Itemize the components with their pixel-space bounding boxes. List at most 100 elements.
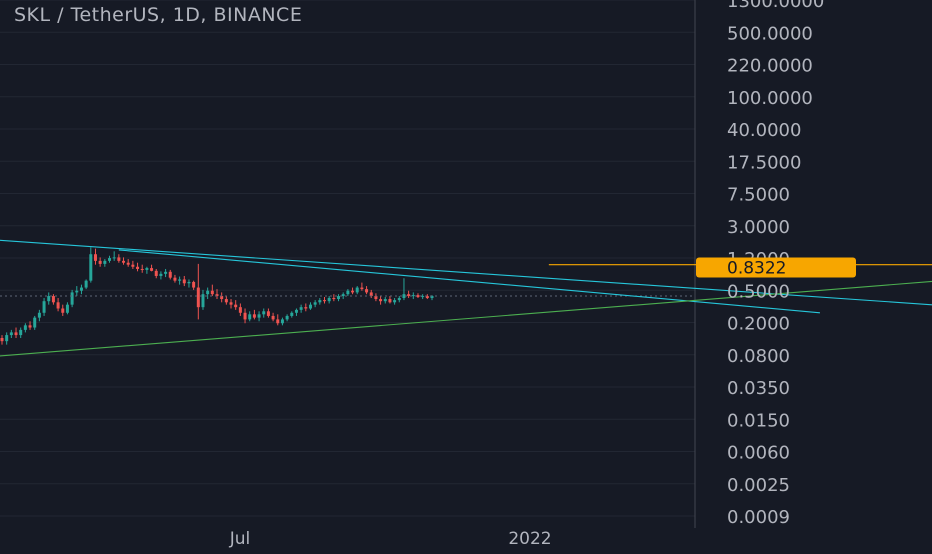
candle-body (252, 314, 256, 318)
candle-body (234, 304, 238, 308)
candle-body (47, 296, 51, 302)
candle-body (337, 296, 341, 300)
candle-body (42, 301, 46, 313)
trendline-support (0, 280, 932, 357)
candle-body (112, 257, 116, 259)
candle-body (224, 299, 228, 303)
candle-body (411, 295, 415, 297)
candle-body (56, 302, 60, 309)
price-tick-label: 100.0000 (727, 88, 813, 109)
candle-body (220, 296, 224, 300)
time-tick-label: 2022 (508, 529, 551, 549)
price-tick-label: 500.0000 (727, 23, 813, 44)
candle-body (383, 299, 387, 302)
price-tick-label: 0.0150 (727, 410, 790, 431)
price-tick-label: 0.0800 (727, 346, 790, 367)
candle-body (360, 287, 364, 290)
candle-body (294, 309, 298, 313)
candle-body (421, 296, 425, 298)
candle-body (140, 268, 144, 270)
current-price-badge (696, 257, 856, 278)
candle-body (108, 258, 111, 261)
candle-body (164, 271, 168, 274)
candle-body (23, 325, 27, 330)
candle-body (196, 287, 200, 308)
candle-body (84, 280, 88, 288)
candle-body (159, 273, 163, 276)
candle-body (14, 332, 18, 336)
candle-body (182, 279, 186, 284)
candle-body (61, 308, 65, 313)
candle-body (37, 312, 41, 318)
price-tick-label: 1300.0000 (727, 0, 824, 12)
candle-body (215, 294, 219, 297)
candle-body (79, 287, 83, 291)
candle-body (425, 296, 429, 299)
candle-body (19, 329, 23, 336)
candle-body (154, 270, 158, 276)
candle-body (369, 292, 373, 297)
candle-body (280, 319, 284, 324)
trendlines (0, 239, 932, 357)
price-tick-label: 0.0009 (727, 507, 790, 528)
candle-body (33, 317, 37, 328)
candle-body (0, 337, 4, 342)
chart-title: SKL / TetherUS, 1D, BINANCE (14, 4, 303, 26)
candle-body (379, 299, 383, 302)
candle-body (131, 264, 135, 267)
candle-body (304, 307, 308, 309)
candle-body (313, 302, 317, 305)
candle-body (257, 314, 261, 318)
time-tick-label: Jul (229, 529, 251, 549)
candle-body (70, 292, 74, 305)
candle-body (308, 304, 312, 309)
candle-body (416, 295, 420, 298)
candle-body (341, 294, 345, 297)
candle-body (271, 315, 275, 320)
candle-body (285, 315, 289, 320)
candle-body (407, 294, 411, 297)
candle-body (5, 335, 9, 342)
candle-body (136, 266, 140, 269)
candle-body (178, 279, 182, 281)
candle-body (299, 307, 303, 310)
price-tick-label: 7.5000 (727, 185, 790, 206)
candle-body (351, 290, 355, 293)
candle-body (332, 298, 336, 300)
candle-body (402, 294, 406, 299)
price-tick-label: 0.2000 (727, 314, 790, 335)
candle-body (290, 312, 294, 316)
price-tick-label: 40.0000 (727, 120, 801, 141)
price-tick-label: 0.0060 (727, 443, 790, 464)
candle-body (229, 302, 233, 305)
candle-body (393, 300, 397, 303)
time-scale[interactable]: Jul 2022 (229, 529, 552, 549)
candlesticks (0, 247, 434, 345)
candle-body (276, 319, 280, 324)
price-tick-label: 0.0025 (727, 475, 790, 496)
candle-body (51, 296, 55, 303)
candle-body (150, 268, 154, 271)
candle-body (365, 289, 369, 293)
candle-body (173, 277, 177, 281)
current-price-label: 0.8322 (727, 259, 786, 279)
price-scale[interactable]: 1300.0000 500.0000 220.0000 100.0000 40.0000… (696, 0, 856, 528)
candle-body (374, 296, 378, 300)
price-tick-label: 0.5000 (727, 281, 790, 302)
candle-body (187, 281, 191, 284)
candle-body (266, 311, 270, 316)
candle-body (248, 314, 252, 320)
candle-body (323, 300, 326, 302)
price-tick-label: 3.0000 (727, 217, 790, 238)
candle-body (98, 260, 102, 264)
candle-body (201, 294, 205, 308)
candle-body (238, 307, 242, 313)
candle-body (9, 332, 13, 336)
candle-body (122, 260, 126, 263)
candle-body (243, 312, 247, 320)
candle-body (262, 311, 266, 315)
candle-body (327, 298, 331, 302)
price-tick-label: 0.0350 (727, 378, 790, 399)
